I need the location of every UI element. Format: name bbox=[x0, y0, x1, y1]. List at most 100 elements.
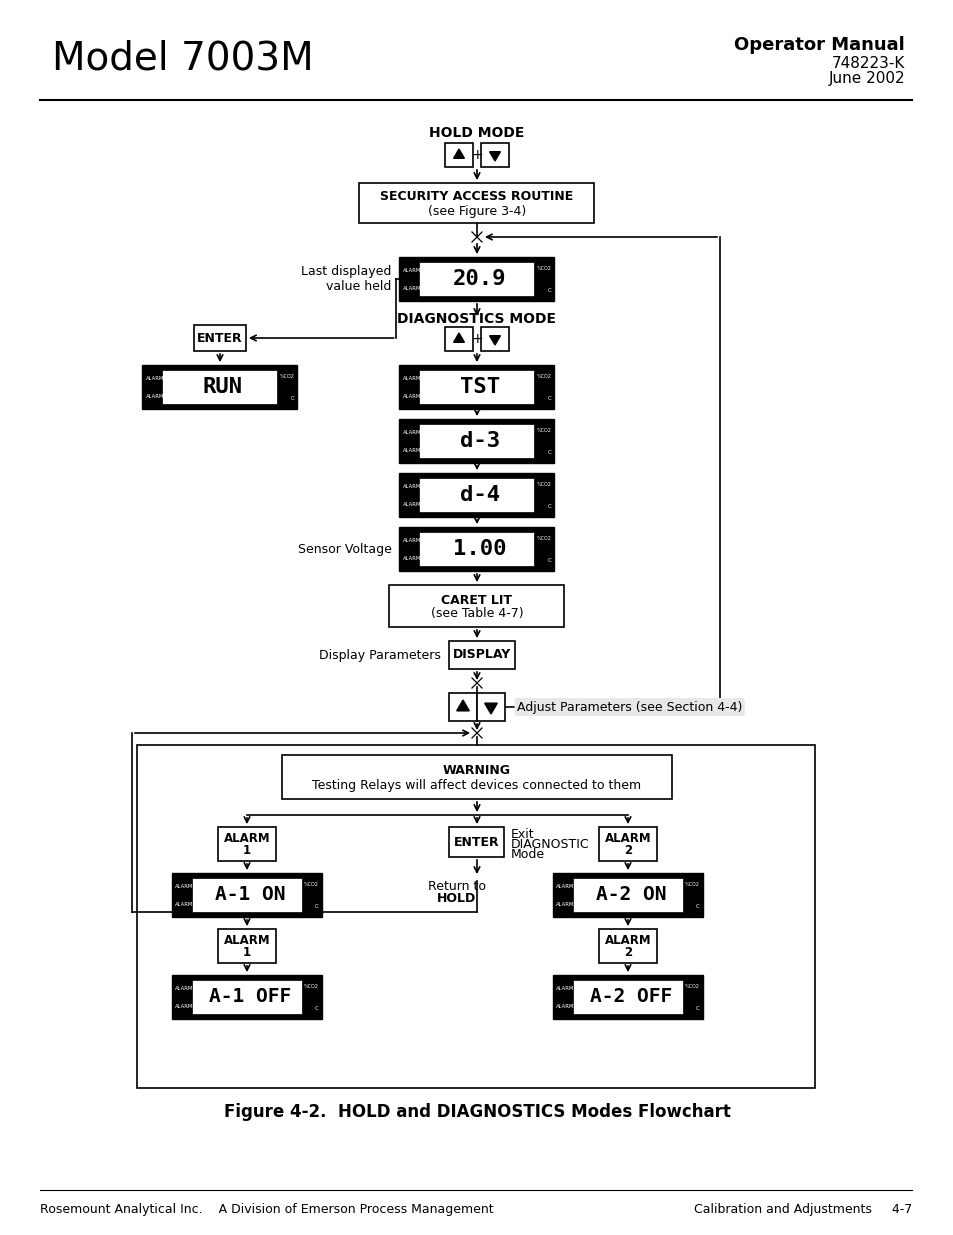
Text: ALARM: ALARM bbox=[223, 934, 270, 946]
Text: Model 7003M: Model 7003M bbox=[52, 40, 314, 77]
Bar bbox=[359, 183, 594, 224]
Text: WARNING: WARNING bbox=[442, 763, 511, 777]
Bar bbox=[444, 327, 473, 351]
Text: A-1 ON: A-1 ON bbox=[214, 885, 285, 904]
Text: 2: 2 bbox=[623, 946, 632, 960]
Text: C: C bbox=[314, 1005, 318, 1010]
Text: %CO2: %CO2 bbox=[536, 373, 551, 378]
Text: +: + bbox=[471, 332, 482, 346]
Text: SECURITY ACCESS ROUTINE: SECURITY ACCESS ROUTINE bbox=[380, 190, 573, 204]
Bar bbox=[192, 981, 302, 1014]
Text: ALARM: ALARM bbox=[223, 831, 270, 845]
Text: ALARM2: ALARM2 bbox=[402, 287, 424, 291]
Bar bbox=[389, 585, 564, 627]
Bar bbox=[476, 693, 504, 721]
Text: %CO2: %CO2 bbox=[684, 882, 700, 887]
Bar bbox=[553, 873, 702, 918]
Bar bbox=[449, 693, 476, 721]
Text: 748223-K: 748223-K bbox=[831, 56, 904, 70]
Text: 1.00: 1.00 bbox=[453, 538, 506, 559]
Text: ALARM1: ALARM1 bbox=[556, 884, 578, 889]
Text: Display Parameters: Display Parameters bbox=[319, 648, 440, 662]
Text: %CO2: %CO2 bbox=[304, 983, 318, 988]
Text: June 2002: June 2002 bbox=[827, 70, 904, 85]
Bar bbox=[172, 974, 322, 1019]
Polygon shape bbox=[453, 333, 464, 342]
Bar bbox=[419, 262, 534, 296]
Text: 1: 1 bbox=[243, 845, 251, 857]
Bar bbox=[162, 370, 277, 404]
Polygon shape bbox=[453, 149, 464, 158]
Bar bbox=[192, 878, 302, 911]
Text: Last displayed: Last displayed bbox=[301, 264, 391, 278]
Bar bbox=[399, 257, 554, 301]
Text: Rosemount Analytical Inc.    A Division of Emerson Process Management: Rosemount Analytical Inc. A Division of … bbox=[40, 1203, 493, 1216]
Text: d-4: d-4 bbox=[459, 485, 499, 505]
Text: %CO2: %CO2 bbox=[536, 266, 551, 270]
Text: %CO2: %CO2 bbox=[536, 536, 551, 541]
Text: %CO2: %CO2 bbox=[684, 983, 700, 988]
Text: 1: 1 bbox=[243, 946, 251, 960]
Text: ALARM1: ALARM1 bbox=[402, 268, 424, 273]
Text: ALARM1: ALARM1 bbox=[174, 986, 196, 990]
Text: A-2 ON: A-2 ON bbox=[595, 885, 665, 904]
Bar bbox=[419, 424, 534, 458]
Polygon shape bbox=[489, 336, 500, 345]
Text: Return to: Return to bbox=[428, 881, 485, 893]
Text: C: C bbox=[547, 557, 551, 562]
Bar bbox=[449, 641, 515, 669]
Text: C: C bbox=[547, 288, 551, 293]
Text: ALARM1: ALARM1 bbox=[402, 375, 424, 380]
Polygon shape bbox=[489, 152, 500, 161]
Text: ALARM: ALARM bbox=[604, 831, 651, 845]
Bar bbox=[553, 974, 702, 1019]
Text: Sensor Voltage: Sensor Voltage bbox=[297, 542, 391, 556]
Text: C: C bbox=[696, 1005, 700, 1010]
Bar bbox=[419, 478, 534, 513]
Bar bbox=[282, 755, 671, 799]
Bar bbox=[419, 532, 534, 566]
Bar bbox=[399, 419, 554, 463]
Text: Figure 4-2.  HOLD and DIAGNOSTICS Modes Flowchart: Figure 4-2. HOLD and DIAGNOSTICS Modes F… bbox=[223, 1103, 730, 1121]
Text: Mode: Mode bbox=[510, 848, 544, 862]
Text: ALARM2: ALARM2 bbox=[174, 903, 196, 908]
Text: %CO2: %CO2 bbox=[536, 427, 551, 432]
Text: ALARM2: ALARM2 bbox=[402, 394, 424, 399]
Text: Adjust Parameters (see Section 4-4): Adjust Parameters (see Section 4-4) bbox=[517, 700, 741, 714]
Bar bbox=[598, 827, 657, 861]
Text: Testing Relays will affect devices connected to them: Testing Relays will affect devices conne… bbox=[313, 778, 640, 792]
Text: Operator Manual: Operator Manual bbox=[734, 36, 904, 54]
Text: HOLD MODE: HOLD MODE bbox=[429, 126, 524, 140]
Bar bbox=[399, 527, 554, 571]
Bar bbox=[480, 143, 509, 167]
Bar bbox=[598, 929, 657, 963]
Bar bbox=[399, 366, 554, 409]
Text: ENTER: ENTER bbox=[454, 836, 499, 848]
Text: ALARM2: ALARM2 bbox=[146, 394, 167, 399]
Text: (see Table 4-7): (see Table 4-7) bbox=[430, 608, 523, 620]
Text: ALARM1: ALARM1 bbox=[146, 375, 167, 380]
Text: C: C bbox=[547, 395, 551, 400]
Text: d-3: d-3 bbox=[459, 431, 499, 451]
Text: ALARM1: ALARM1 bbox=[556, 986, 578, 990]
Text: DISPLAY: DISPLAY bbox=[453, 648, 511, 662]
Text: ALARM2: ALARM2 bbox=[402, 556, 424, 561]
Bar bbox=[419, 370, 534, 404]
Text: A-1 OFF: A-1 OFF bbox=[209, 988, 291, 1007]
Text: HOLD: HOLD bbox=[436, 893, 476, 905]
Bar bbox=[218, 827, 275, 861]
Bar bbox=[444, 143, 473, 167]
Text: DIAGNOSTIC: DIAGNOSTIC bbox=[510, 839, 589, 851]
Text: C: C bbox=[696, 904, 700, 909]
Text: C: C bbox=[547, 504, 551, 509]
Text: value held: value held bbox=[326, 280, 391, 294]
Bar bbox=[399, 473, 554, 517]
Text: ALARM2: ALARM2 bbox=[556, 903, 578, 908]
Text: 20.9: 20.9 bbox=[453, 269, 506, 289]
Text: ALARM2: ALARM2 bbox=[402, 448, 424, 453]
Bar bbox=[480, 327, 509, 351]
Bar bbox=[218, 929, 275, 963]
Text: ALARM1: ALARM1 bbox=[174, 884, 196, 889]
Text: CARET LIT: CARET LIT bbox=[441, 594, 512, 606]
Polygon shape bbox=[484, 703, 497, 714]
